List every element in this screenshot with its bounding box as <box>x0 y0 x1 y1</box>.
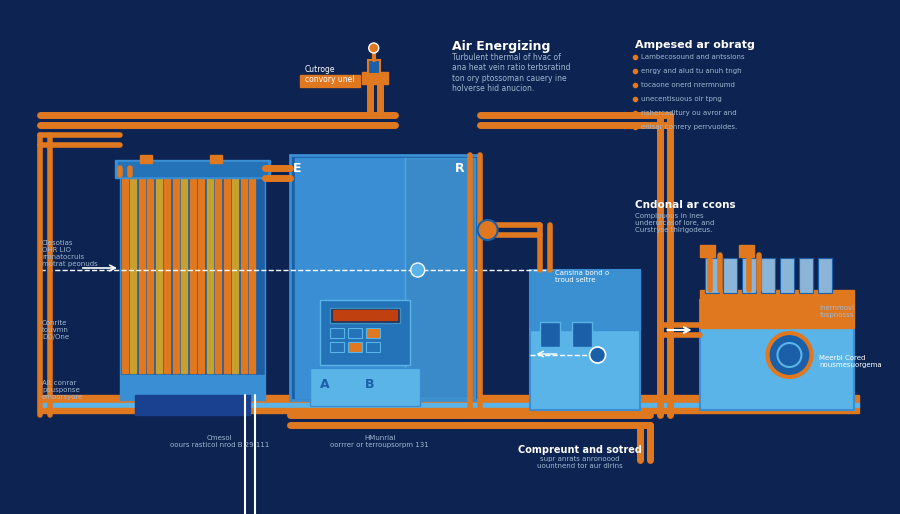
Text: Compreunt and sotred: Compreunt and sotred <box>518 445 642 455</box>
Circle shape <box>590 347 606 363</box>
Bar <box>135 395 250 415</box>
Text: Ait conrar
pousponse
emoorsyore: Ait conrar pousponse emoorsyore <box>42 380 84 400</box>
Circle shape <box>778 343 801 367</box>
Bar <box>699 245 715 257</box>
Bar <box>241 178 247 373</box>
Text: Ampesed ar obratg: Ampesed ar obratg <box>634 40 754 50</box>
Circle shape <box>478 220 498 240</box>
Bar <box>40 408 860 413</box>
Bar <box>365 328 380 338</box>
Bar <box>329 308 400 323</box>
Text: enisar conrery perrvuoides.: enisar conrery perrvuoides. <box>641 124 737 130</box>
Bar <box>362 72 388 84</box>
Bar <box>780 258 795 293</box>
Bar <box>405 158 474 398</box>
Bar <box>310 368 419 406</box>
Bar <box>724 258 737 293</box>
Bar <box>232 178 239 373</box>
Text: enrgy and alud tu anuh tngh: enrgy and alud tu anuh tngh <box>641 68 742 74</box>
Text: Turbulent thermal of hvac of
ana heat vein ratio terbsratind
ton ory ptossoman c: Turbulent thermal of hvac of ana heat ve… <box>452 53 571 93</box>
Bar <box>295 158 405 398</box>
Bar <box>699 300 854 410</box>
Circle shape <box>768 333 812 377</box>
Bar <box>165 178 170 373</box>
Bar <box>148 178 153 373</box>
Bar <box>207 178 213 373</box>
Bar <box>540 322 560 347</box>
Text: B: B <box>364 378 374 391</box>
Bar <box>705 258 718 293</box>
Text: Air Energizing: Air Energizing <box>452 40 550 53</box>
Bar <box>198 178 204 373</box>
Text: Conrite
touvmn
DO/One: Conrite touvmn DO/One <box>42 320 69 340</box>
Bar <box>215 178 221 373</box>
Bar <box>40 395 860 403</box>
Text: Cndonal ar ccons: Cndonal ar ccons <box>634 200 735 210</box>
Bar <box>139 178 145 373</box>
Bar <box>761 258 776 293</box>
Text: unecentisuous oir tpng: unecentisuous oir tpng <box>641 96 721 102</box>
Bar <box>365 342 380 352</box>
Bar <box>300 75 360 87</box>
Text: supr anrats anronoood
uountnend tor aur dlrins: supr anrats anronoood uountnend tor aur … <box>536 456 623 469</box>
Text: Clesotias
OHR LiO
rmnatocruis
motrat peonuds: Clesotias OHR LiO rmnatocruis motrat peo… <box>42 240 98 267</box>
Bar <box>347 328 362 338</box>
Bar <box>529 270 640 410</box>
Bar <box>740 245 754 257</box>
Bar <box>122 178 128 373</box>
Bar <box>699 290 854 328</box>
Text: Cutroge
convory unel: Cutroge convory unel <box>305 65 355 84</box>
Text: tocaone onerd nrermnumd: tocaone onerd nrermnumd <box>641 82 734 88</box>
Circle shape <box>369 43 379 53</box>
Text: Inernmovl
fospnosss: Inernmovl fospnosss <box>819 305 855 318</box>
Bar <box>173 178 179 373</box>
Text: A: A <box>320 378 329 391</box>
Text: rishercaditury ou avror and: rishercaditury ou avror and <box>641 110 736 116</box>
Bar <box>115 160 270 178</box>
Bar <box>249 178 256 373</box>
Text: R: R <box>454 162 464 175</box>
Text: Cmesol
oours rasticoi nrod B 29 111: Cmesol oours rasticoi nrod B 29 111 <box>170 435 269 448</box>
Bar <box>140 155 152 163</box>
Bar <box>224 178 230 373</box>
Text: HMunrlai
oorrrer or terroupsorpm 131: HMunrlai oorrrer or terroupsorpm 131 <box>330 435 429 448</box>
Bar <box>190 178 196 373</box>
Text: Meerbl Cored
nousmesuorgema: Meerbl Cored nousmesuorgema <box>819 355 882 368</box>
Bar <box>818 258 832 293</box>
Text: Complouous in ines
underurcasof lore, and
Curstryse thirigodeus.: Complouous in ines underurcasof lore, an… <box>634 213 714 233</box>
Bar <box>529 270 640 330</box>
Bar <box>210 155 221 163</box>
Bar <box>799 258 814 293</box>
Bar <box>320 300 410 365</box>
Bar <box>742 258 757 293</box>
Bar <box>347 342 362 352</box>
Bar <box>290 155 480 400</box>
Circle shape <box>410 263 425 277</box>
Bar <box>182 178 187 373</box>
Bar <box>368 60 380 74</box>
Bar <box>130 178 137 373</box>
Text: Lambecosound and antssions: Lambecosound and antssions <box>641 54 744 60</box>
Bar <box>333 310 397 320</box>
Bar <box>329 328 344 338</box>
Bar <box>120 175 265 375</box>
Text: E: E <box>292 162 302 175</box>
Bar <box>40 403 860 408</box>
Bar <box>329 342 344 352</box>
Bar <box>120 375 265 400</box>
Bar <box>118 162 266 176</box>
Text: Cansina bond o
troud seltre: Cansina bond o troud seltre <box>554 270 608 283</box>
Bar <box>156 178 162 373</box>
Bar <box>572 322 591 347</box>
